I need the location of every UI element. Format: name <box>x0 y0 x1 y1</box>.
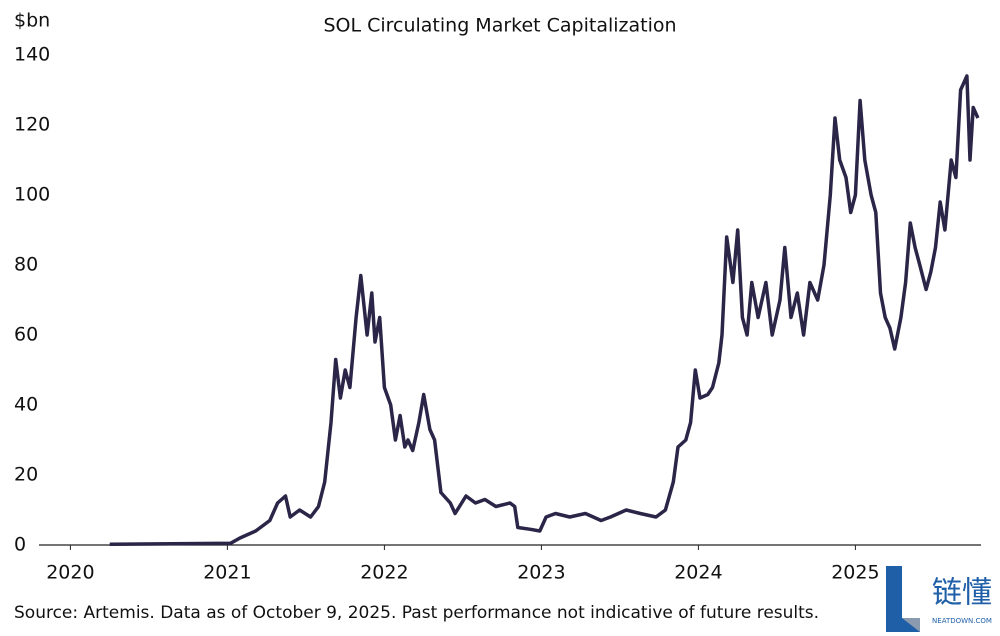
y-tick-label: 120 <box>14 114 50 136</box>
data-line <box>109 74 980 547</box>
x-tick-label: 2024 <box>674 562 722 584</box>
y-unit-label: $bn <box>14 10 50 32</box>
logo-site: NEATDOWN.COM <box>932 617 992 625</box>
y-tick-label: 140 <box>14 44 50 66</box>
y-tick-label: 80 <box>14 254 38 276</box>
logo-name: 链懂 <box>932 576 992 611</box>
logo-accent <box>902 618 920 632</box>
x-tick-label: 2023 <box>517 562 565 584</box>
y-tick-label: 40 <box>14 394 38 416</box>
watermark: 链懂 NEATDOWN.COM <box>886 566 992 632</box>
logo-mark <box>886 566 920 632</box>
chart-title: SOL Circulating Market Capitalization <box>323 15 676 37</box>
source-note: Source: Artemis. Data as of October 9, 2… <box>14 603 819 623</box>
y-tick-label: 0 <box>14 534 26 556</box>
y-tick-label: 100 <box>14 184 50 206</box>
y-tick-label: 20 <box>14 464 38 486</box>
x-tick-label: 2020 <box>46 562 94 584</box>
x-tick-label: 2021 <box>203 562 251 584</box>
x-tick-label: 2022 <box>360 562 408 584</box>
x-tick-label: 2025 <box>831 562 879 584</box>
y-tick-label: 60 <box>14 324 38 346</box>
